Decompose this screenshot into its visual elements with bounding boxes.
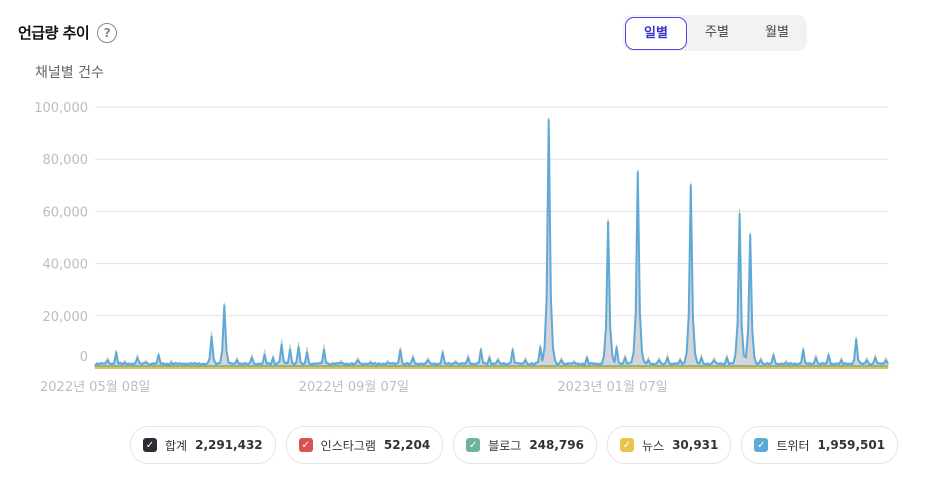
toggle-daily[interactable]: 일별 [625,16,687,50]
legend-label: 트위터 [776,438,810,453]
x-tick-label: 2023년 01월 07일 [557,380,667,395]
toggle-weekly[interactable]: 주별 [705,25,729,40]
period-toggle: 일별 주별 월별 [623,15,807,51]
y-tick-label: 100,000 [34,101,88,116]
legend-label: 뉴스 [641,438,665,453]
checkbox-icon[interactable]: ✓ [619,438,634,452]
checkbox-icon[interactable]: ✓ [754,438,769,452]
legend: ✓ 합계 2,291,432 ✓ 인스타그램 52,204 ✓ 블로그 248,… [130,426,899,464]
y-tick-label: 80,000 [43,153,89,168]
checkbox-icon[interactable]: ✓ [298,438,313,452]
chart-title: 언급량 추이 [18,24,90,42]
legend-item-news[interactable]: ✓ 뉴스 30,931 [606,426,732,464]
legend-item-twitter[interactable]: ✓ 트위터 1,959,501 [741,426,899,464]
checkbox-icon[interactable]: ✓ [143,438,157,452]
legend-item-instagram[interactable]: ✓ 인스타그램 52,204 [285,426,444,464]
checkbox-icon[interactable]: ✓ [466,438,481,452]
y-tick-label: 60,000 [43,205,89,220]
x-tick-label: 2022년 05월 08일 [40,380,150,395]
legend-item-blog[interactable]: ✓ 블로그 248,796 [453,426,597,464]
legend-value: 1,959,501 [817,438,886,452]
legend-value: 2,291,432 [195,438,263,452]
legend-value: 248,796 [529,438,584,452]
line-chart: 100,000 80,000 60,000 40,000 20,000 0 2022년 05… [34,101,889,395]
legend-label: 블로그 [488,438,522,453]
legend-label: 합계 [165,438,188,453]
chart-header: 언급량 추이 ? [18,22,118,43]
help-icon[interactable]: ? [97,22,118,43]
y-tick-label: 0 [80,350,88,365]
legend-label: 인스타그램 [320,438,376,453]
legend-item-total[interactable]: ✓ 합계 2,291,432 [130,426,276,464]
y-tick-label: 40,000 [43,258,89,273]
y-tick-label: 20,000 [43,310,89,325]
legend-value: 52,204 [383,438,431,452]
series-line-twitter [94,119,889,367]
y-axis-label: 채널별 건수 [35,65,104,81]
series-total-area [94,117,889,369]
legend-value: 30,931 [672,438,719,452]
toggle-monthly[interactable]: 월별 [765,25,789,40]
x-tick-label: 2022년 09월 07일 [299,380,409,395]
